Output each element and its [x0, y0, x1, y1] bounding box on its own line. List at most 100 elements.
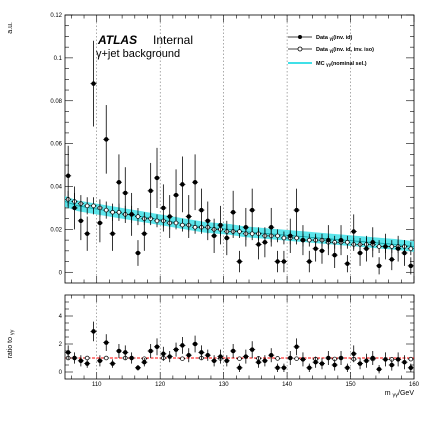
legend-label-inv-iso-sub: γj [329, 48, 333, 53]
inv-iso-point [103, 207, 109, 213]
ratio-inv-id-point [192, 341, 198, 347]
ratio-inv-id-point [351, 351, 356, 357]
inv-id-point [281, 259, 287, 264]
top-y-tick-label: 0.02 [50, 227, 62, 233]
ratio-inv-id-point [275, 365, 280, 371]
top-y-tick-label: 0 [59, 270, 63, 276]
bottom-ylabel-main: ratio to [7, 335, 14, 358]
inv-id-point [72, 205, 77, 211]
top-y-tick-label: 0.04 [50, 185, 62, 191]
ratio-inv-id-point [262, 358, 268, 364]
ratio-inv-id-point [154, 344, 160, 350]
ratio-inv-id-point [142, 359, 147, 365]
ratio-inv-id-point [161, 351, 166, 357]
ratio-inv-id-point [173, 347, 179, 352]
ratio-inv-iso-point [84, 355, 90, 361]
inv-id-point [243, 225, 249, 230]
legend-label-mc-main: MC [316, 61, 326, 67]
inv-iso-point [237, 229, 242, 234]
ratio-inv-id-point [230, 348, 236, 354]
ratio-inv-iso-point [180, 356, 185, 361]
ratio-inv-id-point [338, 355, 344, 361]
inv-iso-point [135, 214, 141, 219]
legend: Data γj(inv. id) Data γj(inv. id, inv. i… [288, 35, 374, 67]
inv-iso-point [249, 231, 255, 236]
ratio-inv-id-point [376, 366, 382, 372]
inv-id-point [110, 231, 115, 236]
inv-id-point [408, 263, 414, 269]
inv-id-point [173, 192, 179, 198]
xlabel-main: m [385, 390, 391, 397]
ratio-inv-id-point [319, 361, 325, 366]
inv-iso-point [116, 209, 122, 215]
legend-label-inv-id-sub: γj [329, 36, 333, 41]
ratio-inv-id-point [224, 358, 230, 364]
inv-iso-point [408, 246, 414, 251]
ratio-inv-id-point [256, 359, 261, 365]
inv-id-point [129, 212, 134, 217]
ratio-inv-id-point [84, 361, 90, 366]
inv-id-point [237, 259, 242, 264]
ratio-inv-id-point [383, 357, 388, 362]
ratio-inv-id-point [408, 365, 414, 371]
inv-id-point [332, 252, 337, 258]
inv-id-point [376, 263, 382, 269]
inv-id-point [116, 179, 122, 185]
ratio-inv-id-point [389, 362, 395, 368]
ratio-inv-iso-point [408, 356, 414, 362]
legend-label-inv-id-main: Data [316, 35, 329, 41]
inv-iso-point [281, 235, 287, 241]
bottom-y-tick-label: 0 [59, 370, 63, 376]
ratio-inv-id-point [123, 350, 128, 355]
ratio-inv-id-point [180, 343, 185, 348]
x-tick-label: 160 [409, 382, 420, 388]
inv-id-point [351, 229, 356, 234]
inv-id-point [338, 237, 344, 243]
inv-id-point [300, 237, 306, 243]
inv-id-point [148, 188, 153, 194]
inv-iso-point [345, 240, 350, 245]
inv-id-point [370, 240, 376, 245]
inv-iso-point [110, 209, 115, 215]
legend-label-mc: MC γγ(nominal sel.) [316, 61, 367, 67]
top-ylabel: a.u. [7, 22, 14, 34]
inv-id-point [186, 214, 191, 219]
inv-id-point [65, 173, 71, 179]
inv-iso-point [192, 225, 198, 230]
ratio-inv-id-point [211, 358, 217, 364]
ratio-inv-id-point [186, 352, 191, 358]
inv-id-point [224, 235, 230, 241]
ratio-inv-id-point [307, 365, 312, 371]
ratio-inv-id-point [237, 365, 242, 371]
inv-id-point [167, 214, 172, 219]
ratio-inv-id-point [72, 355, 77, 361]
ratio-inv-id-point [218, 354, 223, 359]
inv-iso-point [91, 203, 96, 209]
top-y-tick-label: 0.06 [50, 142, 62, 148]
inv-iso-point [84, 203, 90, 209]
legend-label-inv-iso-main: Data [316, 47, 329, 53]
ratio-inv-iso-point [237, 356, 242, 361]
top-frame [64, 14, 415, 284]
inv-id-point [389, 257, 395, 262]
inv-id-point [357, 250, 363, 256]
ratio-inv-id-point [326, 355, 331, 361]
inv-id-point [262, 240, 268, 245]
ratio-inv-id-point [300, 357, 306, 362]
inv-id-point [103, 137, 109, 142]
bottom-y-tick-label: 4 [59, 314, 63, 320]
internal-label: Internal [153, 33, 193, 47]
ratio-inv-id-point [148, 348, 153, 354]
mc-band [65, 196, 414, 252]
legend-marker-inv-iso [297, 46, 303, 52]
inv-id-point [402, 250, 407, 256]
inv-id-point [326, 237, 331, 243]
ratio-inv-id-point [268, 352, 274, 358]
inv-id-point [230, 209, 236, 215]
inv-id-point [199, 207, 204, 213]
ratio-inv-id-point [281, 365, 287, 371]
inv-iso-point [307, 237, 312, 243]
ratio-inv-id-point [91, 329, 96, 334]
top-y-tick-label: 0.1 [54, 56, 63, 62]
